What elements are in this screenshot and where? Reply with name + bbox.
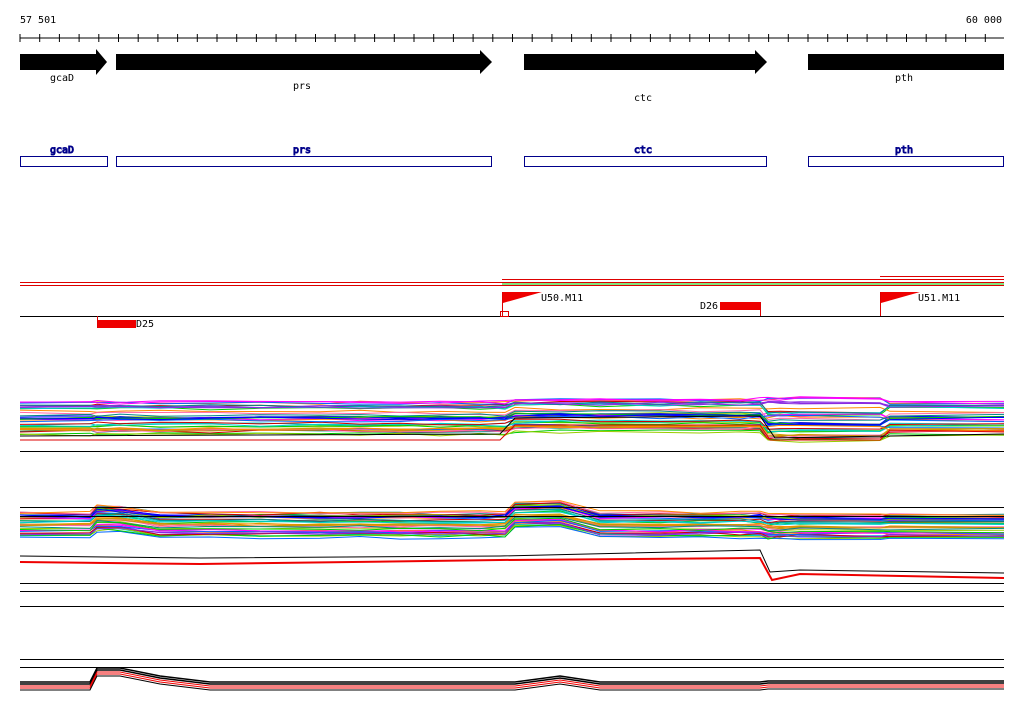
expression-line (19, 420, 1005, 433)
flag[interactable] (881, 292, 920, 303)
expression-line (19, 511, 1005, 526)
cds-label: ctc (634, 145, 652, 156)
expression-line (19, 406, 1005, 414)
feature-label: U51.M11 (918, 293, 960, 304)
expression-line (20, 675, 1004, 691)
expression-line (19, 425, 1005, 437)
feature-label: D26 (700, 301, 718, 312)
expression-line (19, 556, 1005, 582)
expression-line (19, 521, 1005, 538)
gene-arrow[interactable] (524, 50, 767, 74)
expression-line (19, 401, 1005, 415)
expression-line (19, 400, 1005, 409)
expression-line (20, 673, 1004, 689)
expression-line (19, 397, 1005, 405)
expression-line (19, 413, 1005, 426)
expression-line (19, 516, 1005, 532)
expression-line (20, 424, 1005, 441)
expression-line (19, 549, 1005, 574)
cds-box[interactable] (116, 156, 492, 167)
expression-line (19, 430, 1005, 443)
feature-block[interactable] (97, 320, 136, 328)
cds-label: gcaD (50, 145, 74, 156)
feature-label: D25 (136, 319, 154, 330)
expression-line (19, 424, 1005, 432)
gene-arrow[interactable] (808, 54, 1004, 70)
expression-line (19, 517, 1005, 534)
expression-line (19, 418, 1005, 430)
gene-arrow[interactable] (20, 49, 107, 75)
cds-label: prs (293, 145, 311, 156)
expression-line (19, 514, 1005, 530)
expression-line (20, 671, 1004, 687)
gene-label: prs (293, 81, 311, 92)
expression-line (19, 410, 1005, 422)
expression-line (19, 408, 1005, 421)
expression-line (19, 508, 1005, 525)
cds-box[interactable] (20, 156, 108, 167)
expression-line (19, 419, 1005, 432)
expression-line (19, 414, 1005, 423)
expression-line (20, 669, 1004, 685)
ruler-ticks (19, 34, 986, 42)
feature-label: U50.M11 (541, 293, 583, 304)
gene-label: ctc (634, 93, 652, 104)
ruler-end: 60 000 (966, 15, 1002, 26)
gene-label: gcaD (50, 73, 74, 84)
ruler: 57 501 60 000 (19, 15, 1004, 42)
cds-track: gcaD prs ctc pth (20, 145, 1004, 167)
feature-track: U50.M11 D26 D25 U51.M11 (20, 276, 1004, 330)
ruler-start: 57 501 (20, 15, 56, 26)
cds-box[interactable] (524, 156, 767, 167)
expression-line (19, 413, 1005, 426)
expression-panels (19, 396, 1005, 691)
expression-line (20, 667, 1004, 683)
flag-base (500, 311, 509, 317)
expression-line (20, 508, 1005, 524)
expression-line (19, 396, 1005, 404)
cds-box[interactable] (808, 156, 1004, 167)
flag[interactable] (503, 292, 542, 303)
cds-label: pth (895, 145, 913, 156)
gene-track: gcaD prs ctc pth (20, 49, 1004, 104)
gene-label: pth (895, 73, 913, 84)
feature-block[interactable] (720, 302, 760, 310)
expression-line (19, 415, 1005, 439)
gene-arrow[interactable] (116, 50, 492, 74)
